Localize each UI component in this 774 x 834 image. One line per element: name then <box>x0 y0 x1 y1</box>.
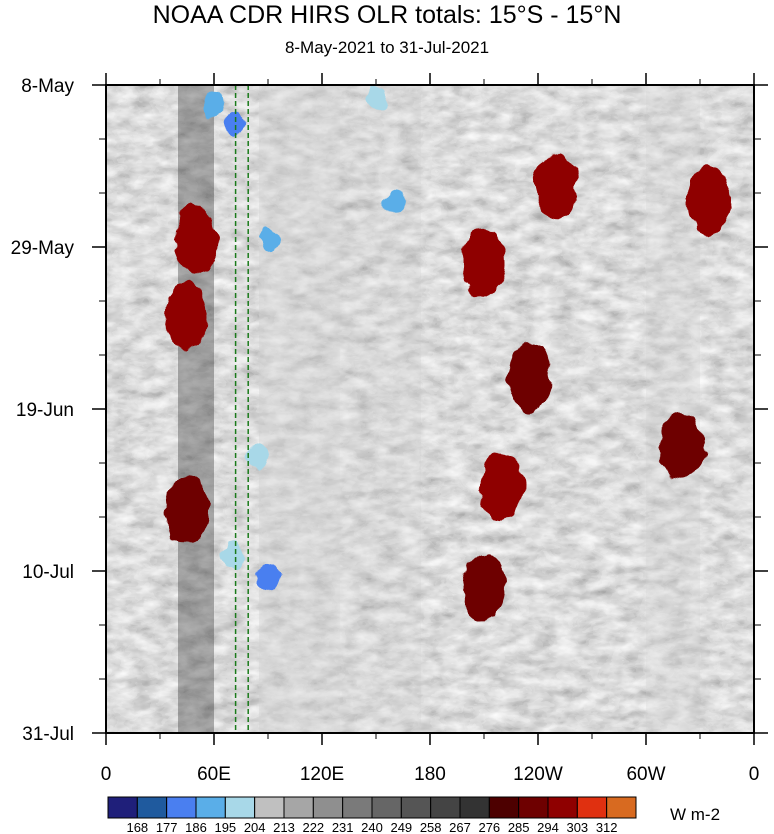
colorbar-swatch <box>312 796 344 819</box>
colorbar-swatch <box>400 796 432 819</box>
longitude-bands <box>178 85 700 733</box>
colorbar-label: 303 <box>566 820 588 834</box>
colorbar-swatch <box>136 796 168 819</box>
olr-feature <box>365 85 387 109</box>
colorbar-label: 249 <box>390 820 412 834</box>
colorbar: 168 177 186 195 204 213 222 231 240 249 258 267 276 2… <box>107 796 637 834</box>
colorbar-swatch <box>518 796 549 819</box>
colorbar-swatch <box>254 796 285 819</box>
colorbar-swatch <box>459 796 490 819</box>
olr-features <box>165 85 731 621</box>
colorbar-label: 195 <box>214 820 236 834</box>
x-tick-label: 120W <box>513 764 563 785</box>
band <box>178 85 214 733</box>
colorbar-label: 294 <box>537 820 559 834</box>
colorbar-label: 213 <box>273 820 295 834</box>
colorbar-label: 240 <box>361 820 383 834</box>
colorbar-label: 258 <box>420 820 442 834</box>
colorbar-swatch <box>606 796 637 819</box>
colorbar-swatch <box>576 796 608 819</box>
colorbar-label: 168 <box>126 820 148 834</box>
olr-feature <box>462 552 506 621</box>
olr-field <box>106 85 754 733</box>
colorbar-label: 267 <box>449 820 471 834</box>
colorbar-label: 312 <box>596 820 618 834</box>
olr-feature <box>257 562 279 587</box>
colorbar-label: 222 <box>302 820 324 834</box>
olr-feature <box>507 344 551 413</box>
y-tick-label: 8-May <box>21 76 74 97</box>
plot-area <box>106 85 754 733</box>
y-tick-label: 10-Jul <box>22 562 74 583</box>
olr-feature <box>534 151 578 220</box>
y-tick-label: 31-Jul <box>22 724 74 745</box>
y-tick-label: 29-May <box>11 238 75 259</box>
olr-feature <box>687 166 731 235</box>
colorbar-label: 285 <box>508 820 530 834</box>
olr-feature <box>221 543 243 568</box>
y-axis: 8-May 29-May 19-Jun 10-Jul 31-Jul <box>11 76 768 745</box>
olr-feature <box>224 111 247 136</box>
colorbar-label: 177 <box>156 820 178 834</box>
olr-feature <box>462 228 506 297</box>
olr-feature <box>203 92 225 117</box>
colorbar-label: 276 <box>478 820 500 834</box>
colorbar-swatch <box>107 796 138 819</box>
colorbar-swatch <box>547 796 578 819</box>
x-tick-label: 120E <box>300 764 344 785</box>
chart-title: NOAA CDR HIRS OLR totals: 15°S - 15°N <box>152 1 622 29</box>
chart-subtitle: 8-May-2021 to 31-Jul-2021 <box>284 38 490 57</box>
x-tick-label: 180 <box>414 764 446 785</box>
colorbar-swatch <box>283 796 314 819</box>
x-tick-label: 0 <box>749 764 760 785</box>
band <box>340 85 421 733</box>
units-label: W m-2 <box>670 805 721 824</box>
olr-feature <box>165 282 209 351</box>
colorbar-label: 186 <box>185 820 207 834</box>
x-tick-label: 60E <box>197 764 231 785</box>
colorbar-label: 231 <box>332 820 354 834</box>
olr-feature <box>174 205 218 274</box>
x-tick-label: 60W <box>626 764 665 785</box>
olr-feature <box>660 413 704 482</box>
olr-feature <box>257 227 279 252</box>
colorbar-swatch <box>342 796 373 819</box>
colorbar-swatch <box>430 796 461 819</box>
olr-feature <box>383 188 405 213</box>
reference-lines <box>234 85 249 733</box>
olr-feature <box>165 475 209 544</box>
y-tick-label: 19-Jun <box>16 400 74 421</box>
x-tick-label: 0 <box>101 764 112 785</box>
colorbar-swatch <box>371 796 402 819</box>
colorbar-swatch <box>488 796 520 819</box>
colorbar-swatch <box>166 796 197 819</box>
x-axis: 0 60E 120E 180 120W 60W 0 <box>101 73 760 785</box>
colorbar-swatch <box>195 796 226 819</box>
colorbar-swatch <box>224 796 256 819</box>
olr-feature <box>248 443 270 468</box>
colorbar-label: 204 <box>244 820 266 834</box>
olr-feature <box>480 452 524 521</box>
band <box>259 85 340 733</box>
